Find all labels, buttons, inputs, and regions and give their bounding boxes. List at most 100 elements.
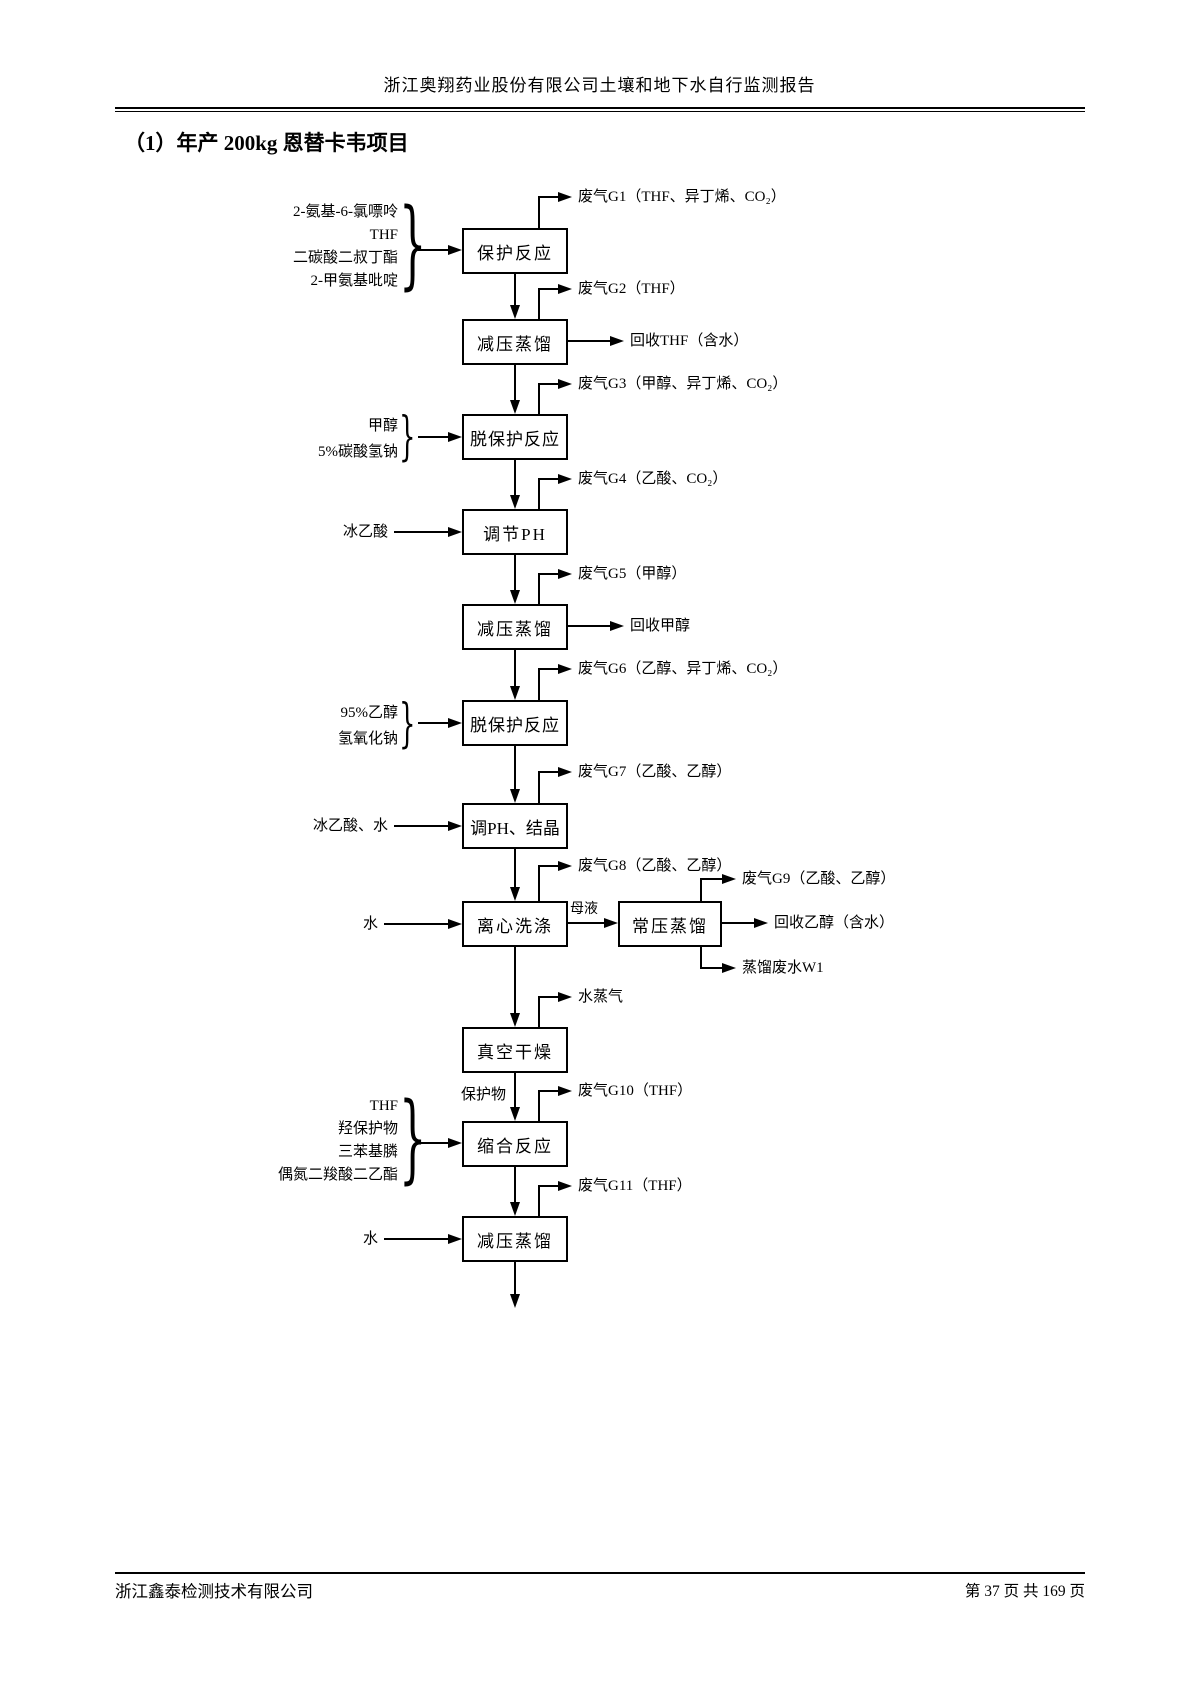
waste-gas-g6-label: 废气G6（乙醇、异丁烯、CO₂）	[578, 661, 788, 677]
arrow-down-icon	[510, 590, 520, 604]
mother-liquor-line	[568, 922, 604, 924]
branch-line	[538, 383, 560, 385]
waste-gas-g3-label: 废气G3（甲醇、异丁烯、CO₂）	[578, 376, 788, 392]
steam-label: 水蒸气	[578, 989, 624, 1005]
arrow-right-icon	[722, 874, 736, 884]
input-brace: }	[399, 1082, 427, 1194]
branch-line	[538, 1185, 560, 1187]
input-line	[394, 531, 448, 533]
header-rule-thin	[115, 111, 1085, 112]
process-box-centrifuge-wash: 离心洗涤	[462, 901, 568, 947]
input-step11-line1: THF	[369, 1098, 398, 1114]
input-line	[418, 436, 448, 438]
branch-line	[700, 947, 702, 969]
branch-line	[538, 669, 540, 700]
arrow-right-icon	[558, 1086, 572, 1096]
process-box-condensation-reaction: 缩合反应	[462, 1121, 568, 1167]
arrow-right-icon	[754, 918, 768, 928]
flow-connector	[514, 849, 516, 889]
arrow-down-icon	[510, 789, 520, 803]
arrow-right-icon	[722, 963, 736, 973]
arrow-down-icon	[510, 305, 520, 319]
branch-line	[538, 574, 540, 604]
arrow-down-icon	[510, 887, 520, 901]
arrow-right-icon	[558, 474, 572, 484]
arrow-down-icon	[510, 495, 520, 509]
flow-connector	[514, 947, 516, 1015]
waste-gas-g9-label: 废气G9（乙酸、乙醇）	[742, 871, 896, 887]
arrow-right-icon	[558, 569, 572, 579]
process-box-protect-reaction: 保护反应	[462, 228, 568, 274]
waste-gas-g11-label: 废气G11（THF）	[578, 1178, 692, 1194]
flow-connector	[514, 746, 516, 791]
process-box-ph-crystallization: 调PH、结晶	[462, 803, 568, 849]
footer-page-number: 第 37 页 共 169 页	[964, 1583, 1085, 1600]
waste-gas-g1-label: 废气G1（THF、异丁烯、CO₂）	[578, 189, 786, 205]
input-line	[384, 923, 448, 925]
arrow-right-icon	[558, 992, 572, 1002]
flow-connector	[514, 365, 516, 402]
recovery-thf-label: 回收THF（含水）	[630, 333, 749, 349]
recovery-ethanol-label: 回收乙醇（含水）	[774, 915, 895, 931]
input-step11-line2: 羟保护物	[337, 1121, 398, 1137]
branch-line	[538, 573, 560, 575]
waste-gas-g10-label: 废气G10（THF）	[578, 1083, 693, 1099]
arrow-right-icon	[448, 919, 462, 929]
arrow-right-icon	[448, 821, 462, 831]
wastewater-w1-label: 蒸馏废水W1	[742, 960, 824, 976]
arrow-right-icon	[604, 918, 618, 928]
arrow-right-icon	[558, 861, 572, 871]
input-brace: }	[399, 407, 416, 467]
waste-gas-g8-label: 废气G8（乙酸、乙醇）	[578, 858, 732, 874]
arrow-right-icon	[558, 379, 572, 389]
flow-connector	[514, 650, 516, 688]
branch-line	[538, 866, 540, 901]
arrow-right-icon	[448, 718, 462, 728]
process-box-vacuum-distillation-3: 减压蒸馏	[462, 1216, 568, 1262]
arrow-right-icon	[448, 527, 462, 537]
process-box-vacuum-distillation-2: 减压蒸馏	[462, 604, 568, 650]
waste-gas-g7-label: 废气G7（乙酸、乙醇）	[578, 764, 732, 780]
input-step7-label: 冰乙酸、水	[312, 818, 388, 834]
process-box-deprotection-1: 脱保护反应	[462, 414, 568, 460]
process-box-adjust-ph: 调节PH	[462, 509, 568, 555]
process-box-deprotection-2: 脱保护反应	[462, 700, 568, 746]
input-line	[384, 1238, 448, 1240]
branch-line	[538, 772, 540, 803]
arrow-down-icon	[510, 1013, 520, 1027]
arrow-down-icon	[510, 1294, 520, 1308]
flow-connector	[514, 460, 516, 497]
input-line	[418, 1142, 448, 1144]
branch-line	[538, 997, 540, 1027]
branch-line	[568, 340, 610, 342]
footer-company: 浙江鑫泰检测技术有限公司	[115, 1582, 313, 1601]
arrow-right-icon	[448, 432, 462, 442]
branch-line	[538, 288, 560, 290]
branch-line	[700, 878, 722, 880]
input-line	[418, 249, 448, 251]
arrow-down-icon	[510, 1202, 520, 1216]
arrow-down-icon	[510, 686, 520, 700]
input-line	[418, 722, 448, 724]
process-box-vacuum-distillation-1: 减压蒸馏	[462, 319, 568, 365]
mother-liquor-label: 母液	[570, 902, 598, 917]
arrow-right-icon	[558, 1181, 572, 1191]
waste-gas-g2-label: 废气G2（THF）	[578, 281, 685, 297]
flow-connector	[514, 555, 516, 592]
input-step1-line4: 2-甲氨基吡啶	[310, 273, 399, 289]
waste-gas-g4-label: 废气G4（乙酸、CO₂）	[578, 471, 728, 487]
waste-gas-g5-label: 废气G5（甲醇）	[578, 566, 687, 582]
report-header-title: 浙江奥翔药业股份有限公司土壤和地下水自行监测报告	[383, 76, 816, 95]
branch-line	[538, 478, 560, 480]
branch-line	[538, 196, 560, 198]
arrow-right-icon	[610, 621, 624, 631]
arrow-right-icon	[610, 336, 624, 346]
process-box-atmospheric-distillation: 常压蒸馏	[618, 901, 722, 947]
input-step1-line3: 二碳酸二叔丁酯	[292, 250, 398, 266]
arrow-right-icon	[558, 284, 572, 294]
branch-line	[538, 668, 560, 670]
input-step4-label: 冰乙酸	[342, 524, 388, 540]
section-title: （1）年产 200kg 恩替卡韦项目	[124, 131, 409, 155]
input-step11-line3: 三苯基膦	[337, 1144, 398, 1160]
